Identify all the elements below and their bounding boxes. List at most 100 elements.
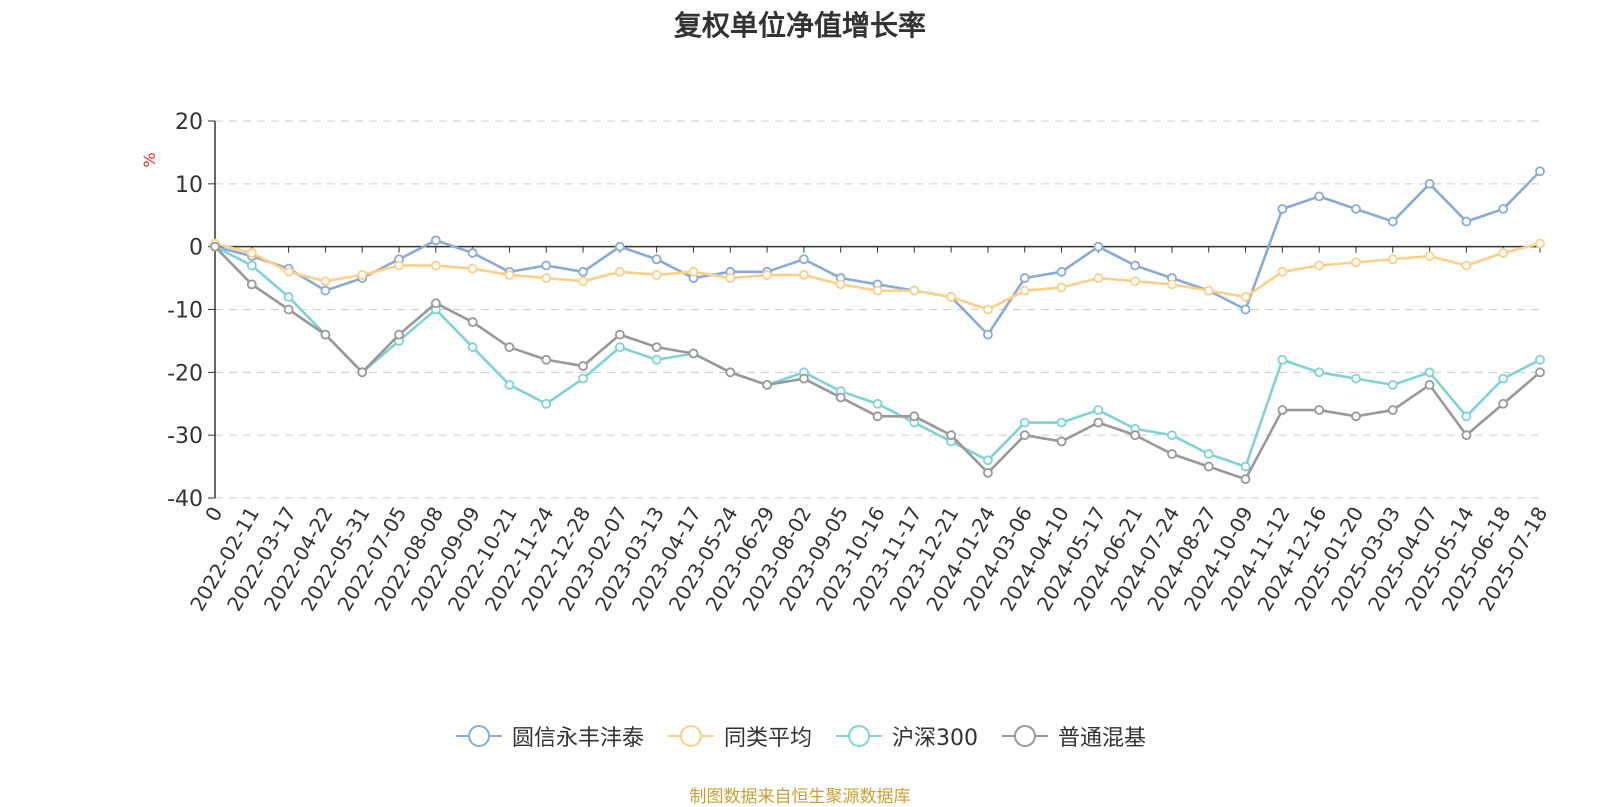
data-point: [578, 373, 588, 384]
data-point: [578, 266, 588, 277]
data-point: [1203, 449, 1214, 459]
data-point: [835, 279, 846, 290]
data-point: [394, 329, 404, 340]
data-point: [430, 235, 441, 246]
data-point: [1056, 266, 1067, 277]
data-point: [1130, 260, 1141, 271]
y-axis-unit-label: %: [140, 152, 159, 167]
data-point: [357, 270, 368, 280]
data-point: [798, 254, 809, 265]
data-point: [1424, 178, 1435, 189]
series-line: [214, 242, 1541, 311]
data-point: [1424, 367, 1435, 378]
legend-item[interactable]: 同类平均: [666, 720, 812, 752]
data-point: [1387, 254, 1398, 265]
data-point: [1203, 285, 1214, 296]
data-point: [1535, 367, 1545, 378]
data-point: [1019, 273, 1030, 283]
y-tick-label: 10: [175, 173, 203, 198]
data-point: [909, 411, 920, 422]
data-point: [283, 266, 294, 277]
data-point: [688, 266, 699, 277]
legend-marker-icon: [836, 725, 882, 747]
data-point: [1056, 436, 1067, 447]
legend-label: 同类平均: [723, 726, 812, 751]
data-point: [1351, 373, 1361, 384]
legend-marker-icon: [667, 725, 714, 747]
data-point: [1056, 417, 1067, 428]
data-point: [1130, 430, 1141, 441]
data-point: [246, 260, 257, 271]
y-tick-label: -10: [167, 299, 203, 324]
data-point: [1535, 166, 1545, 177]
legend-marker-icon: [1002, 725, 1048, 747]
data-point: [210, 241, 220, 252]
data-point: [283, 292, 294, 302]
data-point: [541, 398, 552, 409]
data-point: [651, 342, 662, 353]
data-point: [872, 285, 883, 296]
data-point: [504, 379, 515, 390]
data-point: [872, 411, 883, 422]
data-point: [504, 270, 515, 280]
y-tick-label: -30: [167, 424, 203, 449]
data-point: [1019, 430, 1030, 441]
data-point: [1498, 248, 1509, 258]
data-point: [1351, 204, 1361, 214]
data-point: [1093, 273, 1104, 283]
series-line: [214, 170, 1541, 336]
legend-item[interactable]: 圆信永丰沣泰: [454, 720, 644, 752]
data-point: [1535, 354, 1545, 365]
data-point: [541, 273, 552, 283]
data-point: [467, 248, 478, 258]
data-point: [798, 270, 809, 280]
data-point: [1240, 292, 1251, 302]
data-point: [1240, 304, 1251, 315]
data-point: [872, 398, 883, 409]
x-tick-label: 0: [200, 503, 227, 526]
legend-label: 圆信永丰沣泰: [511, 726, 644, 751]
data-point: [688, 348, 699, 359]
y-tick-label: -20: [167, 361, 203, 386]
legend: 圆信永丰沣泰 同类平均 沪深300 普通混基: [0, 720, 1600, 752]
data-point: [578, 276, 588, 287]
data-point: [246, 248, 257, 258]
data-point: [1240, 461, 1251, 472]
data-point: [835, 392, 846, 403]
data-point: [725, 367, 736, 378]
data-point: [1056, 282, 1067, 293]
data-point: [430, 260, 441, 271]
data-point: [283, 304, 294, 315]
data-point: [1461, 411, 1472, 422]
data-point: [983, 329, 993, 340]
data-point: [1277, 354, 1288, 365]
data-point: [1277, 405, 1288, 415]
data-point: [1130, 276, 1141, 287]
data-point: [504, 342, 515, 353]
data-point: [1240, 474, 1251, 485]
data-point: [1461, 216, 1472, 227]
data-point: [1498, 204, 1509, 214]
data-point: [1424, 251, 1435, 261]
data-point: [430, 298, 441, 309]
data-point: [651, 254, 662, 265]
data-point: [320, 285, 331, 296]
legend-item[interactable]: 沪深300: [834, 720, 978, 752]
y-tick-label: -40: [167, 487, 203, 512]
data-point: [541, 260, 552, 271]
data-point: [614, 329, 625, 340]
data-point: [467, 263, 478, 274]
data-point: [1019, 417, 1030, 428]
data-point: [1535, 238, 1545, 249]
data-point: [762, 270, 772, 280]
data-point: [467, 317, 478, 327]
data-point: [1314, 405, 1325, 415]
data-point: [1314, 191, 1325, 202]
data-point: [1167, 449, 1177, 459]
legend-item[interactable]: 普通混基: [1000, 720, 1146, 752]
data-point: [578, 361, 588, 371]
data-point: [1387, 216, 1398, 227]
data-point: [614, 266, 625, 277]
data-point: [467, 342, 478, 353]
